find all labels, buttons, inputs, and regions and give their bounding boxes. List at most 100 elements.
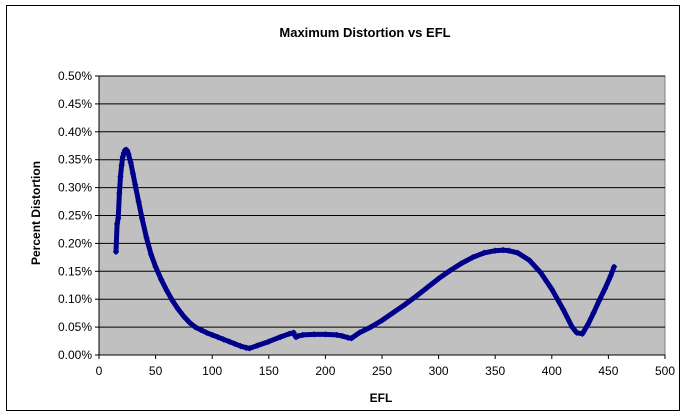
data-point	[186, 319, 193, 326]
data-point	[367, 323, 374, 331]
data-point	[254, 342, 261, 349]
x-tick-label: 100	[202, 364, 222, 378]
data-point	[333, 331, 340, 339]
data-point	[469, 254, 476, 261]
data-point	[143, 234, 150, 242]
x-tick-label: 300	[429, 364, 449, 378]
data-point	[548, 285, 555, 293]
y-tick-label: 0.45%	[58, 97, 92, 111]
data-point	[390, 309, 397, 316]
data-point	[225, 338, 233, 345]
data-point	[525, 256, 533, 264]
data-point	[127, 159, 134, 166]
data-point	[584, 321, 592, 328]
y-tick-label: 0.30%	[58, 181, 92, 195]
y-tick-label: 0.35%	[58, 153, 92, 167]
data-point	[158, 276, 165, 283]
data-point	[203, 329, 210, 336]
data-point	[112, 248, 120, 255]
y-axis-title: Percent Distortion	[29, 161, 43, 265]
data-point	[412, 293, 420, 300]
data-point	[220, 336, 227, 343]
x-axis-title: EFL	[370, 391, 393, 405]
data-point	[458, 260, 465, 267]
data-point	[116, 189, 123, 197]
data-point	[231, 340, 239, 348]
data-point	[537, 269, 544, 276]
data-point	[424, 284, 431, 291]
data-point	[573, 329, 580, 336]
data-point	[125, 150, 132, 158]
data-point	[378, 317, 386, 324]
data-point	[514, 249, 522, 257]
data-point	[242, 344, 250, 351]
data-point	[129, 170, 137, 177]
data-point	[607, 272, 614, 279]
x-tick-label: 150	[259, 364, 279, 378]
y-tick-label: 0.50%	[58, 69, 92, 83]
data-point	[147, 251, 155, 258]
data-point	[446, 267, 454, 274]
data-point	[115, 215, 122, 222]
data-point	[117, 173, 124, 180]
data-point	[180, 313, 188, 320]
data-point	[480, 249, 488, 257]
data-point	[214, 333, 222, 341]
chart-title: Maximum Distortion vs EFL	[279, 25, 450, 40]
data-point	[339, 332, 346, 340]
data-point	[322, 331, 329, 338]
data-point	[276, 333, 284, 341]
x-tick-label: 350	[485, 364, 505, 378]
data-point	[113, 220, 121, 228]
data-point	[169, 297, 176, 305]
x-tick-label: 400	[542, 364, 562, 378]
data-point	[265, 338, 272, 345]
y-tick-label: 0.00%	[58, 348, 92, 362]
data-point	[310, 331, 318, 338]
data-point	[135, 198, 142, 205]
y-tick-label: 0.25%	[58, 209, 92, 223]
x-tick-label: 200	[315, 364, 335, 378]
data-point	[192, 323, 199, 331]
data-point	[119, 153, 126, 161]
data-point	[610, 263, 618, 271]
y-tick-label: 0.05%	[58, 320, 92, 334]
data-point	[138, 215, 146, 222]
data-point	[118, 162, 125, 169]
data-point	[120, 149, 128, 157]
data-point	[348, 335, 355, 342]
data-point	[175, 306, 182, 313]
x-tick-label: 500	[655, 364, 675, 378]
data-point	[590, 309, 597, 316]
y-tick-label: 0.20%	[58, 236, 92, 250]
data-point	[132, 181, 139, 189]
data-point	[152, 263, 159, 271]
y-tick-label: 0.40%	[58, 125, 92, 139]
data-point	[601, 285, 609, 292]
data-point	[435, 275, 442, 282]
data-point	[505, 247, 512, 254]
plot-area-group: 0.00% 0.05% 0.10% 0.15% 0.20% 0.25% 0.30% 0.35%…	[58, 69, 675, 378]
data-point	[568, 323, 576, 331]
x-tick-label: 0	[96, 364, 103, 378]
x-tick-label: 450	[598, 364, 618, 378]
data-point	[246, 345, 253, 352]
y-tick-label: 0.15%	[58, 264, 92, 278]
data-point	[492, 247, 499, 254]
data-point	[356, 329, 363, 336]
data-point	[285, 330, 293, 337]
data-point	[163, 287, 171, 295]
x-tick-label: 250	[372, 364, 392, 378]
data-point	[499, 246, 507, 254]
data-point	[299, 331, 306, 339]
y-tick-label: 0.10%	[58, 292, 92, 306]
data-point	[579, 330, 586, 337]
data-point	[596, 297, 603, 304]
data-point	[401, 301, 408, 308]
x-tick-label: 50	[149, 364, 163, 378]
data-point	[237, 342, 244, 350]
data-point	[209, 331, 216, 339]
data-point	[295, 332, 302, 340]
data-point	[559, 306, 567, 313]
